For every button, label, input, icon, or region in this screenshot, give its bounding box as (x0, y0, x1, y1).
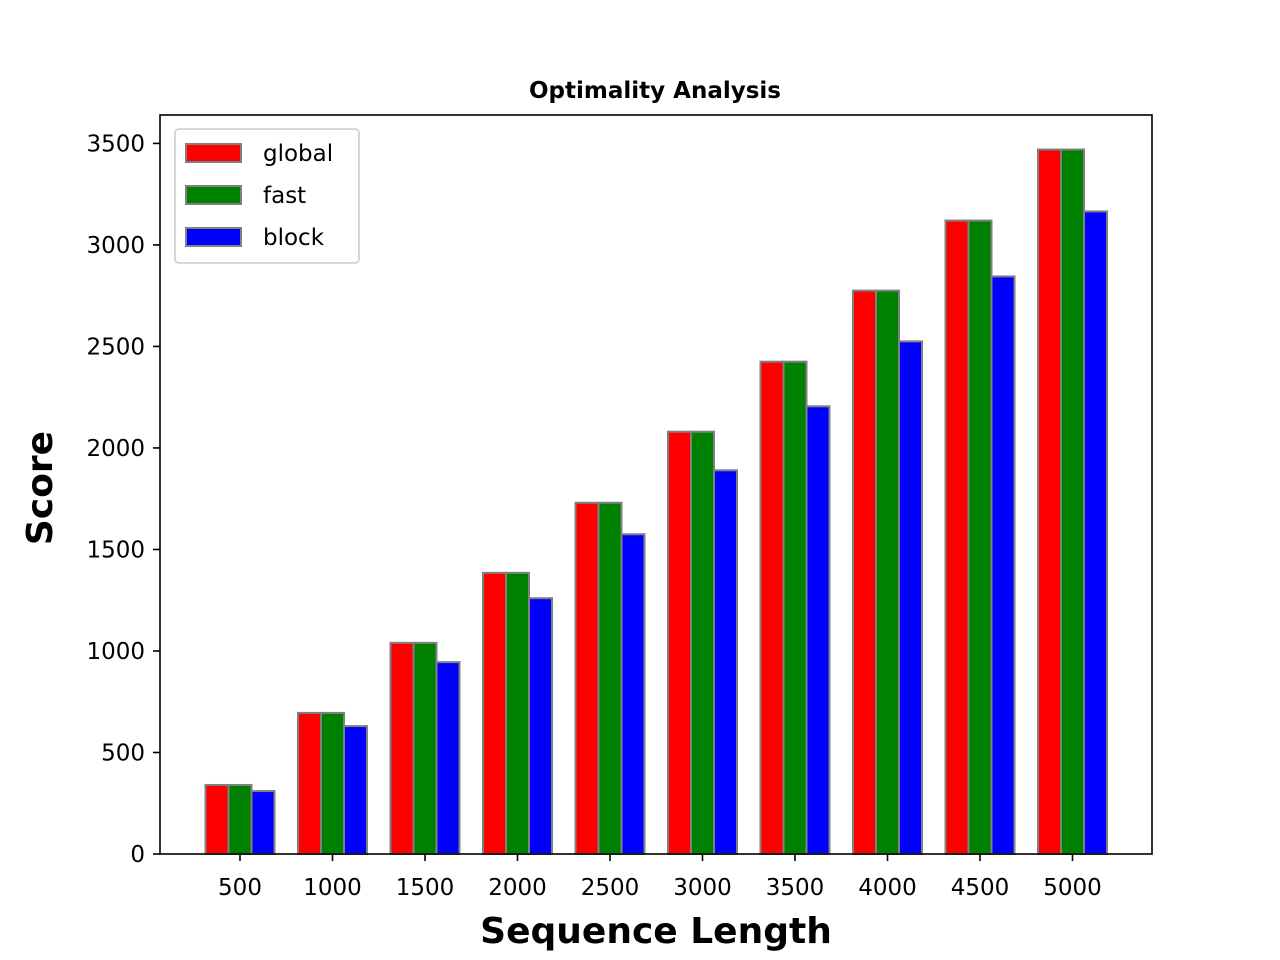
y-tick-label: 1000 (86, 639, 145, 665)
bar-fast-4000 (875, 289, 900, 855)
x-axis-label: Sequence Length (480, 911, 832, 952)
bar-block-500 (250, 790, 276, 855)
bar-fast-5000 (1060, 148, 1085, 855)
bar-global-500 (204, 783, 230, 856)
x-tick-label: 4500 (951, 875, 1010, 901)
bar-fast-2000 (505, 571, 530, 855)
bar-fast-1500 (412, 641, 438, 855)
x-tick-label: 5000 (1043, 875, 1102, 901)
legend-label-block: block (263, 225, 325, 251)
chart-title: Optimality Analysis (529, 78, 781, 104)
bar-fast-500 (227, 783, 253, 856)
bar-group (204, 148, 1108, 856)
plot-frame (159, 114, 1153, 855)
bar-block-2000 (528, 597, 553, 856)
bar-fast-3500 (782, 360, 808, 855)
x-tick-label: 3000 (673, 875, 732, 901)
bar-block-5000 (1083, 210, 1108, 856)
bar-fast-4500 (967, 219, 993, 856)
bar-block-4500 (990, 275, 1016, 855)
legend-label-global: global (263, 141, 333, 167)
bar-fast-1000 (320, 711, 345, 855)
bar-global-4000 (852, 289, 877, 855)
legend: global fast block (174, 128, 360, 264)
bar-global-3500 (759, 360, 785, 855)
x-tick-label: 1000 (303, 875, 362, 901)
bar-fast-3000 (690, 430, 715, 855)
y-tick-label: 3000 (86, 233, 145, 259)
x-axis: 500 1000 1500 2000 2500 3000 3500 4000 4500 5000 (218, 854, 1102, 901)
bar-block-1500 (435, 661, 461, 855)
legend-label-fast: fast (263, 183, 306, 209)
legend-swatch-fast (185, 185, 242, 205)
y-tick-label: 3500 (86, 131, 145, 157)
y-tick-label: 2500 (86, 334, 145, 360)
y-tick-label: 0 (130, 842, 145, 868)
y-tick-label: 1500 (86, 537, 145, 563)
bar-block-3000 (713, 469, 738, 855)
bar-global-4500 (944, 219, 970, 856)
y-axis-label: Score (20, 431, 61, 545)
y-tick-label: 2000 (86, 436, 145, 462)
bar-global-2000 (482, 571, 507, 855)
x-tick-label: 1500 (396, 875, 455, 901)
x-tick-label: 500 (218, 875, 262, 901)
bar-fast-2500 (597, 501, 623, 855)
bar-block-1000 (343, 725, 368, 855)
y-axis: 0 500 1000 1500 2000 2500 3000 3500 (86, 131, 160, 868)
bar-block-3500 (805, 405, 831, 855)
bar-global-3000 (667, 430, 692, 855)
legend-swatch-block (185, 227, 242, 247)
y-tick-label: 500 (101, 740, 145, 766)
x-tick-label: 2000 (488, 875, 547, 901)
x-tick-label: 3500 (766, 875, 825, 901)
bar-global-2500 (574, 501, 600, 855)
bar-global-5000 (1037, 148, 1062, 855)
x-tick-label: 2500 (581, 875, 640, 901)
bar-global-1500 (389, 641, 415, 855)
bar-global-1000 (297, 711, 322, 855)
bar-block-2500 (620, 533, 646, 855)
x-tick-label: 4000 (858, 875, 917, 901)
legend-swatch-global (185, 143, 242, 163)
bar-block-4000 (898, 340, 923, 855)
